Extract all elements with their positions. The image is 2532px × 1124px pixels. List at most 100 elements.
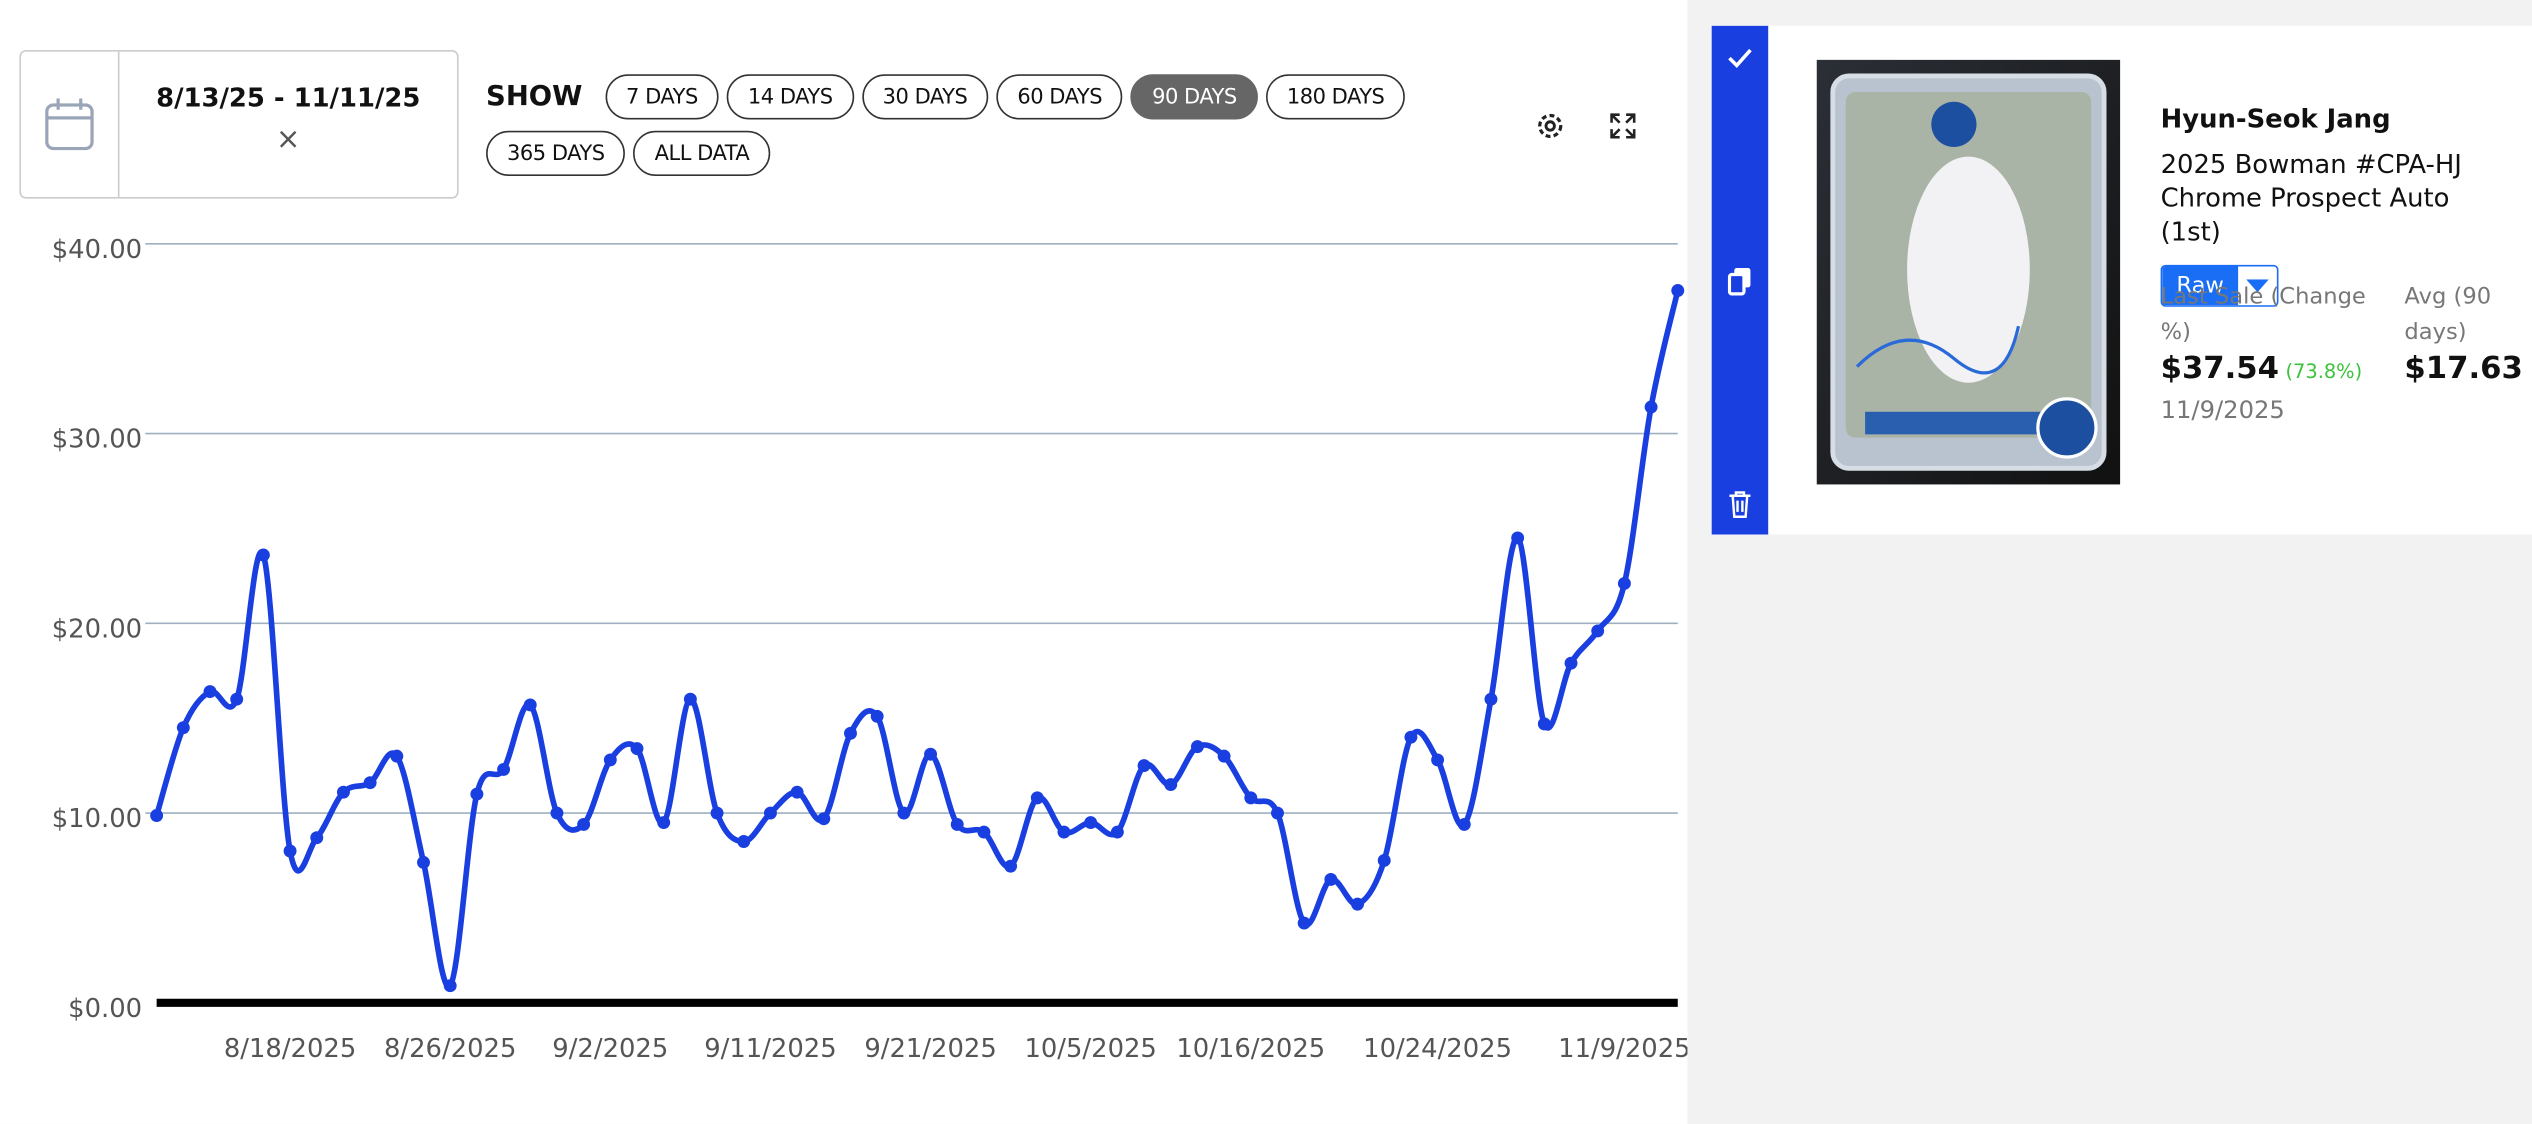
data-point (1431, 753, 1445, 767)
range-button[interactable]: 365 DAYS (486, 130, 626, 177)
copy-icon[interactable] (1727, 266, 1752, 296)
data-point (150, 809, 164, 822)
y-tick-label: $40.00 (52, 235, 142, 265)
data-point (417, 855, 430, 869)
data-point (1511, 531, 1525, 545)
last-sale: Last Sale (Change %) $37.54 (73.8%) 11/9/… (2161, 279, 2387, 424)
data-point (763, 806, 777, 820)
data-point (523, 698, 537, 712)
x-tick-label: 11/9/2025 (1558, 1034, 1687, 1064)
card-panel: Hyun-Seok Jang 2025 Bowman #CPA-HJ Chrom… (1711, 25, 2532, 535)
last-sale-price: $37.54 (2160, 350, 2280, 386)
data-point (363, 776, 377, 790)
x-tick-label: 10/5/2025 (1024, 1034, 1156, 1064)
date-range: 8/13/25 - 11/11/25 × (119, 52, 456, 197)
data-point (1537, 717, 1551, 731)
x-tick-label: 8/18/2025 (224, 1034, 356, 1064)
card-image (1816, 59, 2121, 485)
data-point (1057, 825, 1071, 839)
data-point (336, 785, 350, 799)
data-point (1484, 692, 1498, 706)
data-point (1164, 778, 1178, 792)
data-point (950, 817, 964, 831)
data-point (1244, 791, 1258, 805)
data-point (1324, 873, 1338, 886)
data-point (230, 692, 244, 706)
grade-dropdown[interactable] (2238, 266, 2277, 305)
last-sale-date: 11/9/2025 (2160, 395, 2285, 425)
data-point (1564, 656, 1578, 670)
data-point (603, 753, 617, 767)
data-point (1377, 854, 1391, 867)
data-point (737, 835, 751, 848)
data-point (897, 806, 911, 820)
data-point (1297, 916, 1311, 930)
average-price: $17.63 (2404, 350, 2523, 386)
card-title: 2025 Bowman #CPA-HJ Chrome Prospect Auto… (2160, 148, 2462, 248)
data-point (844, 726, 857, 740)
data-point (470, 787, 484, 801)
data-point (1617, 577, 1631, 590)
range-button[interactable]: 7 DAYS (605, 74, 719, 120)
dropdown-arrow (2246, 279, 2269, 293)
calendar-icon[interactable] (21, 51, 120, 198)
x-tick-label: 9/11/2025 (704, 1034, 836, 1064)
data-point (176, 721, 190, 735)
show-label: SHOW (486, 80, 583, 114)
delete-icon[interactable] (1728, 489, 1752, 518)
range-button[interactable]: 60 DAYS (996, 74, 1124, 120)
date-picker[interactable]: 8/13/25 - 11/11/25 × (19, 50, 459, 199)
data-point (790, 785, 804, 799)
data-point (1351, 897, 1364, 911)
price-chart: $0.00 $10.00 $20.00 $30.00 $40.00 8/18/2025 8/… (52, 235, 1688, 1064)
player-name: Hyun-Seok Jang (2160, 103, 2391, 135)
data-point (310, 831, 324, 845)
date-range-text: 8/13/25 - 11/11/25 (156, 82, 421, 114)
range-button[interactable]: 30 DAYS (861, 74, 989, 120)
data-point (256, 548, 270, 562)
data-point (1671, 284, 1685, 297)
range-button[interactable]: 14 DAYS (726, 74, 854, 120)
data-point (1404, 730, 1418, 744)
card-actions (1711, 25, 1769, 535)
last-sale-label: Last Sale (Change %) (2160, 284, 2366, 346)
data-point (1271, 806, 1284, 820)
y-tick-label: $30.00 (52, 425, 142, 455)
data-point (1217, 749, 1231, 763)
data-point (710, 806, 724, 820)
data-point (1084, 816, 1098, 829)
range-button[interactable]: ALL DATA (633, 130, 771, 177)
expand-icon[interactable] (1608, 111, 1637, 140)
x-tick-label: 9/2/2025 (552, 1034, 668, 1064)
card-info: Hyun-Seok Jang 2025 Bowman #CPA-HJ Chrom… (2160, 103, 2532, 425)
data-point (203, 685, 217, 699)
data-point (1644, 400, 1658, 414)
data-point (1190, 740, 1204, 754)
grade-value: Raw (2162, 266, 2239, 306)
clear-date[interactable]: × (276, 122, 301, 157)
y-tick-label: $10.00 (52, 804, 142, 834)
x-tick-label: 8/26/2025 (384, 1034, 516, 1064)
price-line (153, 289, 1681, 990)
data-point (1110, 825, 1124, 839)
range-button[interactable]: 90 DAYS (1131, 74, 1258, 120)
x-tick-label: 10/16/2025 (1176, 1034, 1325, 1064)
grade-select[interactable]: Raw (2160, 264, 2279, 307)
chart-panel: $0.00 $10.00 $20.00 $30.00 $40.00 8/18/2025 8/… (0, 0, 1688, 1124)
data-point (817, 812, 831, 826)
data-point (870, 709, 884, 723)
range-button[interactable]: 180 DAYS (1265, 74, 1406, 120)
data-point (977, 825, 991, 839)
data-point (497, 762, 511, 776)
y-tick-label: $20.00 (52, 614, 142, 644)
data-point (657, 816, 671, 829)
data-point (577, 817, 591, 831)
data-point (283, 844, 297, 858)
settings-icon[interactable] (1534, 110, 1566, 142)
select-icon[interactable] (1726, 47, 1753, 70)
data-point (1457, 817, 1471, 831)
data-point (1591, 624, 1605, 638)
data-point (390, 749, 404, 763)
